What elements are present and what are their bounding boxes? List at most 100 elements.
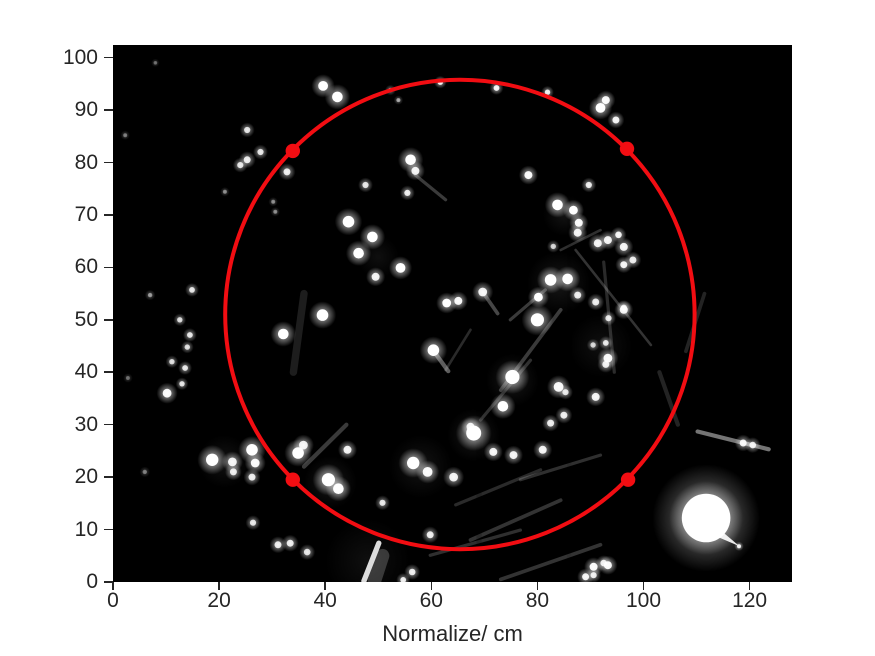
x-tick-label: 40 [313, 589, 337, 612]
bright-spot-core [552, 199, 563, 211]
bright-spot-core [538, 445, 547, 454]
bright-spot-core [257, 148, 264, 156]
detected-point-marker [285, 472, 300, 487]
x-tick-mark [324, 582, 326, 590]
dim-streak [454, 468, 543, 507]
bright-spot-core [316, 309, 329, 321]
bright-spot-core [244, 126, 251, 134]
bright-spot-core [505, 369, 520, 385]
bright-spot-core [602, 340, 609, 346]
bright-spot-glow [123, 373, 133, 383]
bright-spot-core [478, 287, 488, 297]
bright-spot-core [249, 519, 257, 526]
bright-spot-core [273, 209, 278, 214]
y-tick-mark [104, 266, 113, 269]
bright-spot-core [400, 577, 407, 582]
detected-point-marker [619, 141, 635, 156]
bright-spot-core [544, 89, 551, 95]
bright-spot-core [142, 469, 147, 475]
bright-spot-core [229, 468, 237, 476]
bright-spot-core [187, 332, 193, 338]
bright-spot-core [489, 447, 498, 456]
x-tick-label: 80 [525, 589, 550, 612]
x-tick-label: 100 [625, 589, 662, 612]
bright-spot-core [585, 181, 592, 189]
bright-spot-core [466, 425, 482, 441]
bright-spot-core [411, 166, 420, 175]
dim-streak [367, 548, 390, 582]
bright-spot-core [283, 168, 291, 176]
bright-spot-glow [268, 197, 278, 207]
bright-spot-core [600, 559, 607, 567]
y-tick-label: 40 [74, 360, 98, 384]
bright-spot-core [620, 304, 627, 311]
bright-spot-core [590, 572, 597, 579]
bright-spot-core [569, 205, 578, 215]
plot-area [113, 45, 792, 582]
bright-spot-core [125, 376, 130, 380]
bright-spot-core [560, 411, 568, 419]
bright-spot-core [454, 296, 463, 305]
y-tick-label: 30 [74, 412, 98, 436]
y-tick-mark [104, 371, 113, 373]
bright-spot-core [534, 292, 543, 302]
y-tick-mark [104, 56, 113, 59]
bright-spot-core [562, 389, 569, 396]
detected-point-marker [285, 143, 300, 159]
x-tick-mark [642, 582, 645, 590]
image-seam [567, 45, 572, 582]
bright-spot-core [422, 467, 433, 477]
bright-spot-core [530, 313, 544, 327]
bright-spot-glow [120, 130, 130, 140]
bright-spot-core [332, 91, 343, 103]
x-tick-mark [536, 582, 539, 590]
bright-spot-core [343, 445, 352, 454]
image-seam [476, 45, 482, 582]
bright-spot-core [547, 419, 555, 427]
bright-spot-core [182, 365, 188, 371]
dim-streak [361, 540, 382, 582]
bright-spot-core [550, 243, 556, 250]
bright-spot-core [562, 273, 573, 285]
dim-streak [428, 528, 522, 557]
x-tick-mark [748, 582, 751, 590]
bright-spot-core [404, 189, 411, 196]
dim-streak [468, 498, 563, 542]
bright-spot-core [619, 242, 628, 251]
bright-spot-core [601, 96, 610, 105]
bright-spot-core [286, 539, 294, 547]
bright-spot-core [524, 171, 533, 180]
x-tick-mark [430, 582, 433, 590]
bright-spot-core [147, 292, 153, 298]
bright-spot-core [237, 162, 244, 169]
bright-spot-core [590, 342, 596, 348]
dim-streak [657, 370, 681, 427]
x-tick-label: 0 [107, 589, 119, 612]
bright-spot-core [206, 453, 219, 466]
bright-spot-core [303, 548, 311, 556]
bright-spot-core [605, 315, 612, 322]
bright-spot-glow [144, 289, 156, 301]
bright-spot-core [318, 81, 328, 91]
dim-streak [498, 542, 603, 582]
dim-streak [574, 248, 653, 347]
y-tick-label: 100 [62, 45, 98, 69]
bright-spot-glow [270, 207, 280, 217]
bright-spot-glow [220, 187, 230, 197]
bright-spot-core [333, 483, 344, 495]
y-tick-mark [104, 476, 113, 478]
bright-spot-core [162, 388, 172, 398]
bright-spot-core [427, 344, 440, 357]
dim-streak [301, 422, 349, 469]
bright-spot-glow [139, 466, 151, 478]
bright-spot-core [395, 263, 406, 273]
bright-spot-core [169, 359, 175, 365]
y-tick-label: 10 [74, 517, 98, 541]
y-tick-label: 0 [86, 570, 98, 593]
x-tick-mark [218, 582, 220, 590]
dim-streak [289, 289, 308, 376]
bright-spot-core [371, 272, 380, 281]
bright-spot-core [353, 247, 364, 259]
bright-spot-core [407, 456, 420, 470]
